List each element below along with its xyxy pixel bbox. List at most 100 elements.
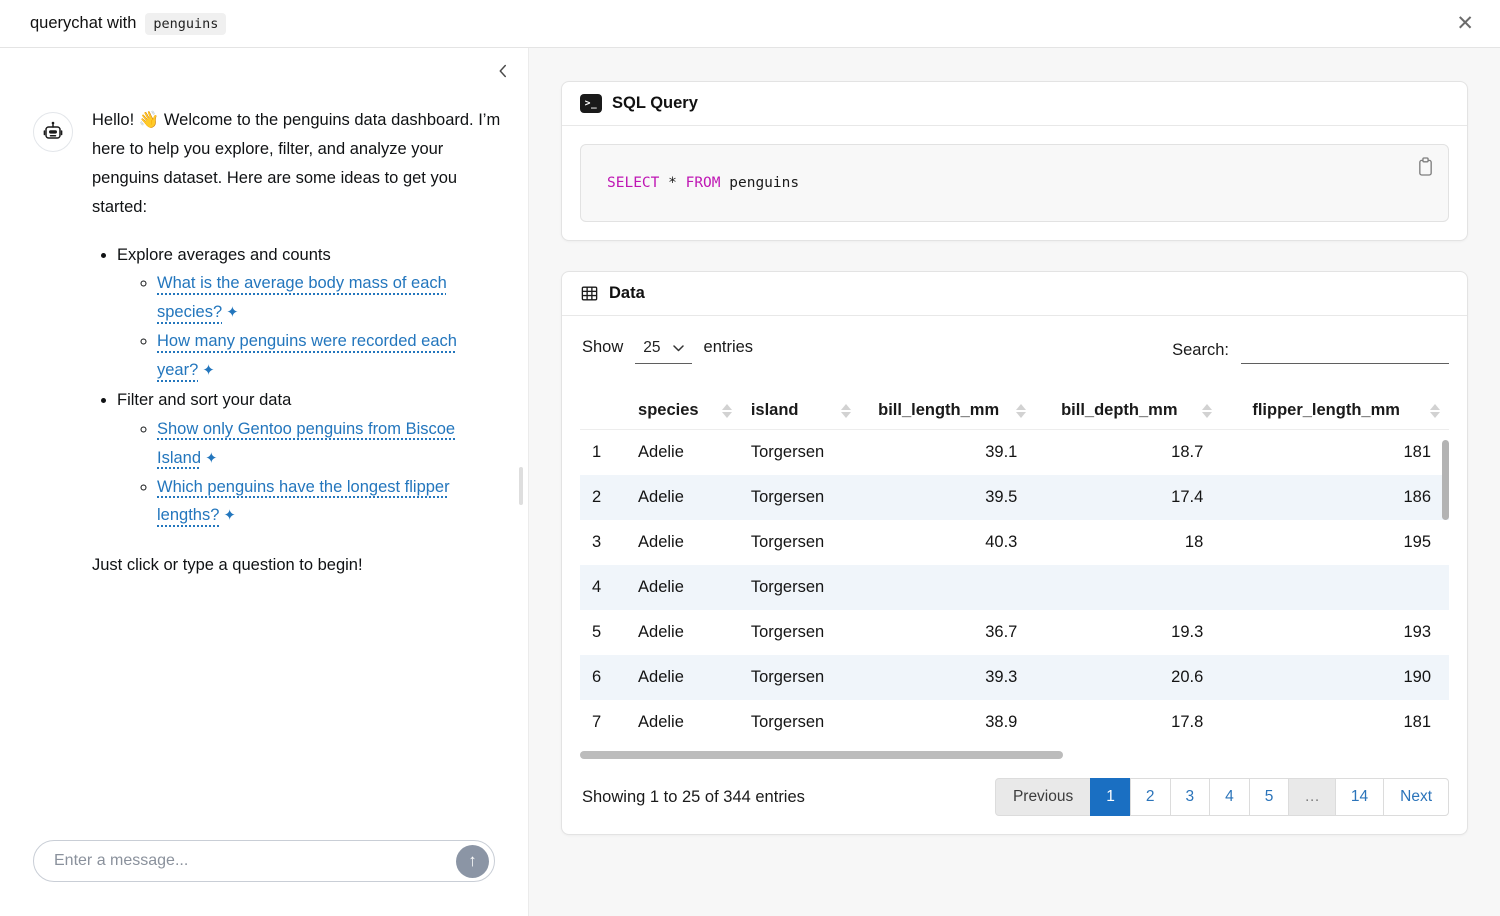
sql-keyword: FROM — [685, 175, 721, 191]
table-icon — [580, 284, 599, 303]
assistant-message-content: Hello! 👋 Welcome to the penguins data da… — [92, 111, 502, 580]
chat-scrollbar[interactable] — [519, 467, 523, 505]
terminal-icon: >_ — [580, 94, 602, 113]
suggestion-sublist: What is the average body mass of each sp… — [117, 269, 502, 385]
send-message-button[interactable]: ↑ — [456, 844, 489, 878]
page-length-select[interactable]: 25 — [635, 338, 692, 364]
collapse-sidebar-icon[interactable] — [492, 60, 514, 87]
cell-flipper-length: 195 — [1403, 533, 1431, 551]
suggestion-sublist: Show only Gentoo penguins from Biscoe Is… — [117, 415, 502, 531]
table-footer: Showing 1 to 25 of 344 entries Previous … — [580, 778, 1449, 816]
app-title-text: querychat with — [30, 14, 137, 32]
cell-flipper-length: 193 — [1403, 623, 1431, 641]
pagination: Previous 1 2 3 4 5 … 14 Next — [994, 778, 1449, 816]
cell-species: Adelie — [638, 668, 684, 686]
column-label: bill_length_mm — [878, 401, 1000, 419]
suggestion-list: Explore averages and counts What is the … — [92, 241, 502, 531]
cell-bill-length: 40.3 — [985, 533, 1018, 551]
cell-bill-depth: 20.6 — [1171, 668, 1204, 686]
assistant-outro-text: Just click or type a question to begin! — [92, 556, 363, 575]
column-label: flipper_length_mm — [1252, 401, 1400, 419]
suggestion-link-text: How many penguins were recorded each yea… — [157, 332, 457, 379]
pagination-ellipsis: … — [1288, 778, 1336, 816]
cell-bill-length: 39.1 — [985, 443, 1018, 461]
suggestion-link-count-per-year[interactable]: How many penguins were recorded each yea… — [157, 332, 457, 379]
sql-card-body: SELECT * FROM penguins — [562, 126, 1467, 240]
cell-bill-length: 36.7 — [985, 623, 1018, 641]
pagination-page-2[interactable]: 2 — [1129, 778, 1171, 816]
sql-card-header: >_ SQL Query — [562, 82, 1467, 126]
suggestion-item: How many penguins were recorded each yea… — [157, 327, 502, 385]
column-header-species[interactable]: species — [628, 392, 741, 430]
sql-code-block: SELECT * FROM penguins — [580, 144, 1449, 222]
cell-bill-length — [860, 565, 1035, 610]
sparkle-icon: ✦ — [226, 304, 239, 322]
cell-species: Adelie — [638, 623, 684, 641]
horizontal-scrollbar[interactable] — [580, 751, 1063, 759]
cell-island: Torgersen — [750, 488, 825, 506]
suggestion-link-avg-body-mass[interactable]: What is the average body mass of each sp… — [157, 274, 447, 321]
pagination-previous[interactable]: Previous — [994, 778, 1092, 816]
cell-bill-depth: 19.3 — [1171, 623, 1204, 641]
sort-icon — [1202, 403, 1213, 418]
cell-rownum: 6 — [592, 668, 602, 686]
app-title: querychat with penguins — [30, 12, 227, 35]
pagination-page-3[interactable]: 3 — [1169, 778, 1211, 816]
cell-species: Adelie — [638, 578, 684, 596]
table-row[interactable]: 6 Adelie Torgersen 39.3 20.6 190 — [580, 655, 1449, 700]
copy-icon[interactable] — [1415, 154, 1436, 182]
table-search-input[interactable] — [1241, 338, 1449, 364]
suggestion-link-text: Which penguins have the longest flipper … — [157, 477, 450, 525]
data-card-header: Data — [562, 272, 1467, 316]
cell-island: Torgersen — [750, 668, 825, 686]
pagination-page-5[interactable]: 5 — [1248, 778, 1290, 816]
table-row[interactable]: 2 Adelie Torgersen 39.5 17.4 186 — [580, 475, 1449, 520]
cell-bill-depth: 18.7 — [1171, 443, 1204, 461]
cell-species: Adelie — [638, 488, 684, 506]
data-table-viewport: species island bill_length_mm bill_depth… — [580, 392, 1449, 762]
cell-bill-length: 38.9 — [985, 713, 1018, 731]
close-icon[interactable]: ✕ — [1456, 12, 1474, 35]
cell-island: Torgersen — [750, 713, 825, 731]
show-label: Show — [582, 338, 624, 356]
sql-keyword: SELECT — [607, 175, 660, 191]
data-card-body: Show 25 entries Search: — [562, 316, 1467, 834]
table-header-row: species island bill_length_mm bill_depth… — [580, 392, 1449, 430]
chevron-down-icon — [672, 344, 684, 351]
pagination-page-1[interactable]: 1 — [1090, 778, 1131, 816]
cell-rownum: 1 — [592, 443, 602, 461]
sql-table-name: penguins — [729, 175, 800, 191]
pagination-page-14[interactable]: 14 — [1334, 778, 1385, 816]
column-header-island[interactable]: island — [740, 392, 860, 430]
data-card: Data Show 25 entries Search: — [561, 271, 1468, 835]
sparkle-icon: ✦ — [202, 362, 215, 379]
data-table: species island bill_length_mm bill_depth… — [580, 392, 1449, 745]
table-row[interactable]: 4 Adelie Torgersen — [580, 565, 1449, 610]
search-label: Search: — [1172, 340, 1229, 359]
cell-bill-depth: 17.4 — [1171, 488, 1204, 506]
suggestion-group: Explore averages and counts What is the … — [117, 241, 502, 385]
column-header-flipper-length[interactable]: flipper_length_mm — [1221, 392, 1449, 430]
pagination-page-4[interactable]: 4 — [1209, 778, 1250, 816]
suggestion-link-gentoo-biscoe[interactable]: Show only Gentoo penguins from Biscoe Is… — [157, 420, 455, 467]
sql-star: * — [668, 175, 677, 191]
column-header-bill-depth[interactable]: bill_depth_mm — [1035, 392, 1222, 430]
vertical-scrollbar[interactable] — [1442, 440, 1449, 520]
table-row[interactable]: 7 Adelie Torgersen 38.9 17.8 181 — [580, 700, 1449, 745]
pagination-next[interactable]: Next — [1383, 778, 1449, 816]
cell-rownum: 4 — [592, 578, 602, 596]
table-row[interactable]: 5 Adelie Torgersen 36.7 19.3 193 — [580, 610, 1449, 655]
cell-island: Torgersen — [750, 533, 825, 551]
cell-species: Adelie — [638, 713, 684, 731]
cell-island: Torgersen — [750, 578, 825, 596]
table-row[interactable]: 1 Adelie Torgersen 39.1 18.7 181 — [580, 430, 1449, 476]
data-card-title: Data — [609, 284, 645, 302]
sql-query-card: >_ SQL Query SELECT * FROM penguins — [561, 81, 1468, 241]
chat-message-input[interactable] — [54, 852, 456, 870]
suggestion-link-longest-flippers[interactable]: Which penguins have the longest flipper … — [157, 478, 450, 525]
column-header-bill-length[interactable]: bill_length_mm — [859, 392, 1036, 430]
cell-flipper-length: 181 — [1403, 443, 1431, 461]
table-row[interactable]: 3 Adelie Torgersen 40.3 18 195 — [580, 520, 1449, 565]
cell-island: Torgersen — [750, 443, 825, 461]
sql-code: SELECT * FROM penguins — [607, 175, 799, 191]
